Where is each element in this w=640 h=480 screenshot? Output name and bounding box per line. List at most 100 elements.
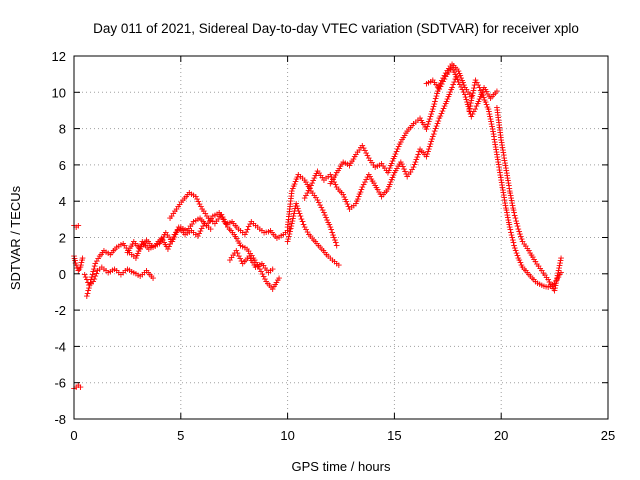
data-point: + [541, 279, 548, 292]
data-point: + [447, 86, 454, 99]
data-points: ++++++++++++++++++++++++++++++++++++++++… [71, 57, 565, 395]
data-point: + [350, 152, 357, 165]
series-arc-e: ++++++++++++++++++++++++++++++++++++++++… [84, 206, 294, 302]
data-point: + [530, 251, 537, 264]
data-point: + [506, 179, 513, 192]
data-point: + [387, 161, 394, 174]
data-point: + [192, 228, 199, 241]
data-point: + [286, 202, 293, 215]
data-point: + [509, 231, 516, 244]
data-point: + [290, 180, 297, 193]
data-point: + [143, 233, 150, 246]
data-point: + [85, 276, 92, 289]
data-point: + [210, 210, 217, 223]
data-point: + [285, 233, 292, 246]
data-point: + [303, 223, 310, 236]
data-point: + [340, 155, 347, 168]
data-point: + [354, 192, 361, 205]
data-point: + [551, 277, 558, 290]
data-point: + [453, 71, 460, 84]
data-point: + [285, 218, 292, 231]
data-point: + [314, 164, 321, 177]
data-point: + [250, 256, 257, 269]
data-point: + [216, 210, 223, 223]
data-point: + [224, 216, 231, 229]
data-point: + [496, 163, 503, 176]
data-point: + [239, 240, 246, 253]
data-point: + [165, 242, 172, 255]
data-point: + [197, 212, 204, 225]
data-point: + [242, 241, 249, 254]
data-point: + [505, 213, 512, 226]
data-point: + [159, 233, 166, 246]
data-point: + [332, 234, 339, 247]
data-point: + [173, 226, 180, 239]
data-point: + [323, 172, 330, 185]
data-point: + [79, 251, 86, 264]
data-point: + [351, 199, 358, 212]
data-point: + [513, 214, 520, 227]
data-point: + [463, 93, 470, 106]
data-point: + [221, 215, 228, 228]
data-point: + [480, 83, 487, 96]
data-point: + [175, 221, 182, 234]
data-point: + [315, 239, 322, 252]
data-point: + [268, 281, 275, 294]
x-axis-label: GPS time / hours [292, 459, 391, 474]
data-point: + [328, 175, 335, 188]
data-point: + [212, 209, 219, 222]
data-point: + [440, 102, 447, 115]
data-point: + [262, 261, 269, 274]
data-point: + [553, 275, 560, 288]
data-point: + [243, 253, 250, 266]
data-point: + [490, 125, 497, 138]
data-point: + [390, 168, 397, 181]
data-point: + [318, 242, 325, 255]
data-point: + [445, 90, 452, 103]
data-point: + [135, 244, 142, 257]
data-point: + [367, 154, 374, 167]
data-point: + [477, 84, 484, 97]
data-point: + [196, 197, 203, 210]
data-point: + [337, 184, 344, 197]
data-point: + [494, 151, 501, 164]
data-point: + [269, 226, 276, 239]
data-point: + [244, 223, 251, 236]
data-point: + [555, 264, 562, 277]
data-point: + [381, 162, 388, 175]
data-point: + [388, 173, 395, 186]
data-point: + [471, 105, 478, 118]
data-point: + [453, 70, 460, 83]
data-point: + [134, 247, 141, 260]
data-point: + [121, 239, 128, 252]
data-point: + [244, 251, 251, 264]
data-point: + [126, 264, 133, 277]
data-point: + [376, 185, 383, 198]
data-point: + [365, 168, 372, 181]
data-point: + [458, 72, 465, 85]
data-point: + [432, 95, 439, 108]
data-point: + [72, 254, 79, 267]
data-point: + [167, 212, 174, 225]
data-point: + [471, 79, 478, 92]
data-point: + [236, 249, 243, 262]
data-point: + [161, 228, 168, 241]
data-point: + [266, 279, 273, 292]
data-point: + [438, 107, 445, 120]
data-point: + [370, 158, 377, 171]
y-tick-label: 0 [59, 267, 66, 282]
axis-ticks: 0 5 10 15 20 25 -8 -6 -4 -2 0 2 4 6 8 10 12 [52, 49, 616, 443]
data-point: + [282, 226, 289, 239]
data-point: + [286, 230, 293, 243]
data-point: + [421, 118, 428, 131]
data-point: + [471, 81, 478, 94]
data-point: + [75, 219, 82, 232]
data-point: + [490, 128, 497, 141]
data-point: + [263, 225, 270, 238]
data-point: + [448, 83, 455, 96]
data-point: + [518, 233, 525, 246]
data-point: + [527, 270, 534, 283]
data-point: + [200, 205, 207, 218]
data-point: + [440, 75, 447, 88]
data-point: + [497, 123, 504, 136]
